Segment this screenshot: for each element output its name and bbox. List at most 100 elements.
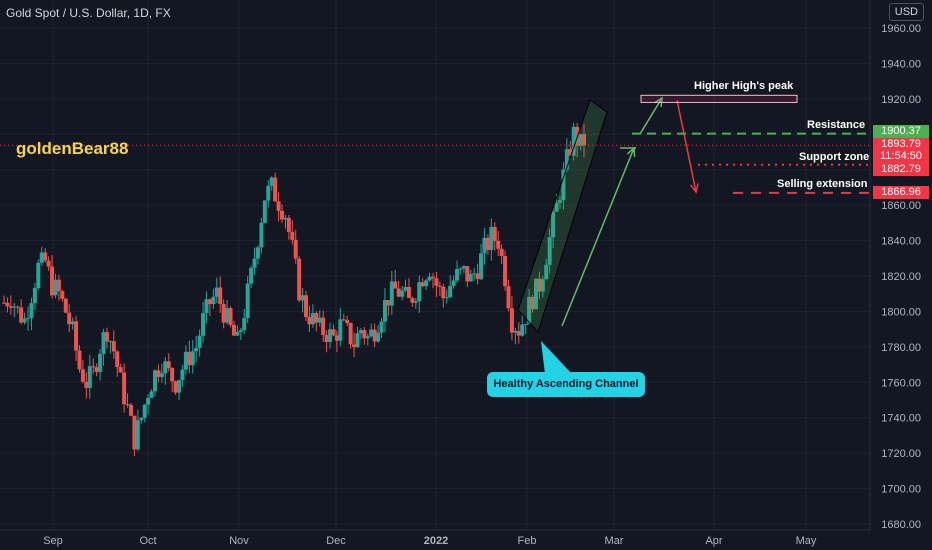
candle-body: [513, 330, 518, 333]
candle-body: [142, 404, 147, 418]
candle-body: [8, 306, 13, 308]
x-tick-label: May: [796, 535, 817, 547]
candle-body: [238, 330, 243, 332]
candle-body: [413, 301, 418, 303]
candle-body: [465, 266, 470, 282]
candle-body: [266, 185, 271, 201]
candle-body: [503, 256, 508, 287]
y-tick-label: 1940.00: [881, 58, 921, 70]
candle-body: [91, 366, 96, 368]
support-price-tag: 1882.79: [873, 163, 929, 176]
candle-body: [557, 200, 562, 203]
candle-body: [26, 318, 31, 320]
candle-body: [29, 303, 34, 319]
symbol-title: Gold Spot / U.S. Dollar, 1D, FX: [6, 6, 171, 20]
candle-body: [365, 336, 370, 339]
currency-button[interactable]: USD: [888, 3, 924, 21]
candle-body: [403, 287, 408, 291]
candle-body: [331, 329, 336, 336]
candle-body: [74, 321, 79, 351]
y-tick-label: 1740.00: [881, 413, 921, 425]
candle-body: [297, 258, 302, 301]
candle-body: [485, 237, 490, 250]
candle-body: [293, 239, 298, 259]
resistance-price-tag: 1900.37: [873, 125, 929, 138]
candle-body: [166, 361, 171, 369]
channel-callout: Healthy Ascending Channel: [487, 372, 645, 397]
candle-body: [115, 351, 120, 368]
candle-body: [87, 366, 92, 388]
candle-body: [304, 295, 309, 317]
candle-body: [135, 420, 140, 450]
candle-body: [50, 266, 55, 296]
candle-body: [56, 279, 61, 292]
higher-high-zone: [640, 94, 798, 103]
selling-extension-label: Selling extension: [777, 178, 868, 190]
candle-body: [523, 324, 528, 326]
candle-body: [70, 321, 75, 325]
candle-body: [468, 273, 473, 282]
candle-body: [255, 247, 260, 259]
candle-body: [444, 297, 449, 299]
y-tick-label: 1780.00: [881, 342, 921, 354]
candle-body: [506, 286, 511, 309]
candle-body: [211, 296, 216, 305]
y-tick-label: 1720.00: [881, 448, 921, 460]
y-tick-label: 1760.00: [881, 377, 921, 389]
candle-body: [420, 282, 425, 287]
candle-body: [101, 332, 106, 354]
candle-body: [225, 308, 230, 323]
candle-body: [235, 331, 240, 336]
candle-body: [279, 210, 284, 220]
candle-body: [218, 287, 223, 304]
x-tick-label: Feb: [518, 535, 537, 547]
candle-body: [410, 298, 415, 303]
candle-body: [94, 367, 99, 372]
x-tick-label: Nov: [229, 535, 249, 547]
candle-body: [187, 351, 192, 366]
candle-body: [451, 280, 456, 286]
candle-body: [111, 341, 116, 352]
y-tick-label: 1800.00: [881, 306, 921, 318]
candle-body: [358, 330, 363, 334]
candle-body: [362, 330, 367, 339]
candle-body: [334, 335, 339, 341]
candle-body: [568, 149, 573, 156]
candle-body: [149, 391, 154, 398]
projection-arrow-up: [561, 147, 635, 327]
candle-body: [578, 134, 583, 146]
candle-body: [177, 380, 182, 393]
candle-body: [389, 281, 394, 306]
candle-body: [396, 288, 401, 297]
support-zone-label: Support zone: [799, 151, 870, 163]
y-tick-label: 1920.00: [881, 94, 921, 106]
candle-body: [5, 302, 10, 307]
x-tick-label: Apr: [705, 535, 722, 547]
candle-body: [317, 317, 322, 323]
candle-body: [527, 296, 532, 325]
candle-body: [458, 268, 463, 270]
y-tick-label: 1820.00: [881, 271, 921, 283]
candle-body: [369, 329, 374, 337]
candle-body: [262, 200, 267, 223]
candle-body: [355, 333, 360, 348]
candle-body: [345, 320, 350, 324]
candle-body: [321, 317, 326, 335]
candle-body: [128, 404, 133, 416]
candle-body: [338, 319, 343, 341]
candle-body: [43, 252, 48, 261]
candle-body: [170, 368, 175, 382]
candle-body: [547, 237, 552, 265]
candle-body: [571, 126, 576, 156]
candle-body: [194, 347, 199, 352]
x-tick-label: Oct: [139, 535, 156, 547]
candle-body: [341, 319, 346, 321]
candle-body: [461, 266, 466, 269]
y-tick-label: 1680.00: [881, 519, 921, 531]
candles: [2, 122, 586, 457]
candle-body: [53, 279, 58, 296]
candle-body: [80, 369, 85, 382]
candle-body: [417, 282, 422, 302]
candle-body: [540, 279, 545, 292]
